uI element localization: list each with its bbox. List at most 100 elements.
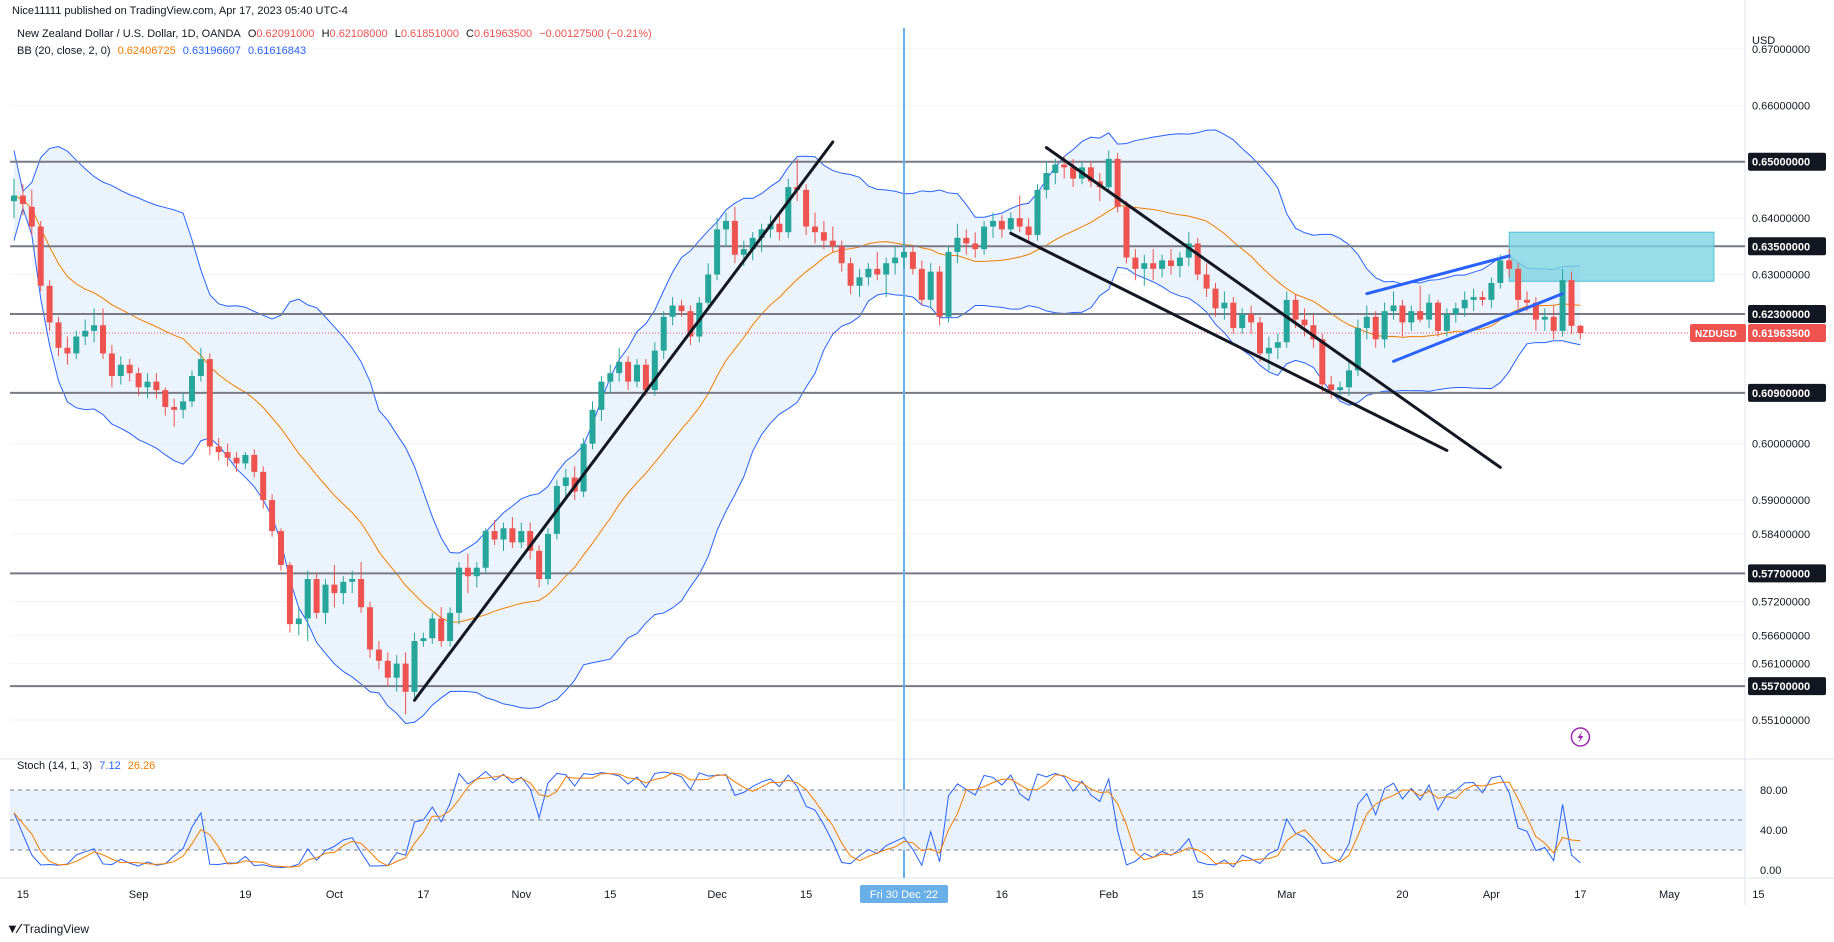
candle-body [1319,339,1326,385]
candle-body [1168,260,1174,267]
bollinger-bands [13,129,1581,724]
time-tick-label: 16 [996,889,1008,901]
level-price-tag[interactable] [1748,304,1826,323]
candle-body [91,325,98,331]
candle-body [393,663,400,678]
candles [11,150,1584,715]
candle-body [37,226,44,286]
candle-body [723,220,729,230]
candle-body [1488,282,1495,300]
candle-body [803,189,810,227]
trendline[interactable] [1365,254,1511,296]
candle-body [456,567,462,613]
footer-brand-label: TradingView [23,921,90,936]
candle-body [1105,158,1112,188]
bb-basis-value: 0.62406725 [117,45,176,57]
time-tick-label: 15 [1192,889,1204,901]
candle-body [384,660,391,678]
candle-body [1568,280,1575,326]
candle-body [669,305,676,317]
candle-body [954,237,961,252]
level-price-tag[interactable] [1748,564,1826,583]
level-price-label: 0.65000000 [1752,157,1810,169]
candle-body [1479,297,1486,300]
candle-body [812,226,818,233]
trendline[interactable] [413,140,835,702]
candle-body [731,220,738,255]
candle-body [589,409,596,444]
candle-body [865,268,872,278]
high-value: 0.62108000 [329,28,388,40]
stoch-tick-label: 80.00 [1760,785,1788,797]
candle-body [758,229,765,238]
level-price-label: 0.57700000 [1752,568,1810,580]
time-tick-label: Sep [129,889,149,901]
candle-body [295,618,302,625]
candle-body [153,381,160,391]
level-price-tag[interactable] [1748,383,1826,402]
time-tick-label: Mar [1277,889,1296,901]
candle-body [1007,218,1014,230]
candle-body [1185,243,1192,258]
candle-body [1559,280,1566,331]
candle-body [1132,257,1139,269]
trendline[interactable] [1009,231,1449,452]
candle-body [1221,302,1228,309]
highlight-zone-rect[interactable] [1508,231,1715,282]
candle-body [375,649,382,661]
candle-body [171,407,178,410]
time-tick-label: 17 [1574,889,1586,901]
low-value: 0.61851000 [400,28,459,40]
price-tick-label: 0.58400000 [1752,529,1810,541]
candle-body [963,237,970,244]
candle-body [11,195,17,202]
candle-body [464,567,471,577]
last-price-tag[interactable] [1748,323,1826,342]
candle-body [785,187,792,233]
level-price-label: 0.63500000 [1752,241,1810,253]
footer-brand[interactable]: ▼⁄ TradingView [6,921,89,936]
cursor-date-label: Fri 30 Dec '22 [870,889,938,901]
time-tick-label: 15 [604,889,616,901]
candle-body [536,550,543,580]
symbol-legend: New Zealand Dollar / U.S. Dollar, 1D, OA… [17,28,656,40]
candle-body [740,249,747,255]
symbol-tag[interactable] [1690,323,1746,342]
change-value: −0.00127500 (−0.21%) [539,28,652,40]
candle-body [892,257,899,264]
candle-body [1176,257,1183,267]
candle-body [1114,158,1121,207]
candle-body [278,531,284,565]
candle-body [251,454,258,472]
stoch-legend: Stoch (14, 1, 3) 7.12 26.26 [17,760,159,772]
candle-body [625,361,632,382]
candle-body [1399,305,1406,323]
candle-body [82,330,89,337]
candle-body [340,581,347,594]
level-price-tag[interactable] [1748,237,1826,256]
cursor-date-tag[interactable] [860,885,948,903]
trendline[interactable] [1392,292,1565,363]
candle-body [820,232,827,241]
time-tick-label: 15 [1752,889,1764,901]
candle-body [1203,274,1210,289]
candle-body [1354,328,1361,371]
candle-body [313,579,320,613]
candle-body [518,531,525,543]
level-price-tag[interactable] [1748,677,1826,696]
time-tick-label: Apr [1483,889,1500,901]
candle-body [1381,311,1388,340]
trendline[interactable] [1044,146,1502,469]
price-tick-label: 0.55100000 [1752,715,1810,727]
level-price-tag[interactable] [1748,152,1826,171]
candle-body [108,353,115,376]
candle-body [1274,342,1281,348]
misc-icons [1570,727,1591,747]
candle-body [1123,206,1130,258]
candle-body [1515,268,1522,300]
candle-body [607,373,614,382]
candle-body [1043,172,1050,190]
highlight-zone [1508,231,1715,282]
